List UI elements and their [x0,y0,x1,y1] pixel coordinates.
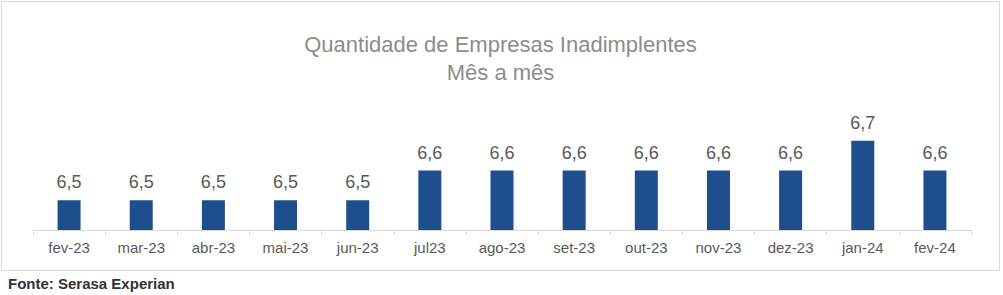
svg-text:nov-23: nov-23 [696,239,742,256]
svg-text:6,7: 6,7 [850,113,875,133]
svg-text:6,5: 6,5 [129,172,154,192]
svg-text:fev-23: fev-23 [48,239,90,256]
svg-text:Quantidade de Empresas Inadimp: Quantidade de Empresas Inadimplentes [304,32,697,57]
svg-text:6,6: 6,6 [922,143,947,163]
svg-text:jun-23: jun-23 [336,239,379,256]
svg-text:6,6: 6,6 [489,143,514,163]
svg-text:abr-23: abr-23 [192,239,235,256]
svg-text:jul23: jul23 [413,239,446,256]
svg-text:fev-24: fev-24 [914,239,956,256]
svg-text:6,5: 6,5 [57,172,82,192]
svg-text:6,6: 6,6 [417,143,442,163]
html-text:Fonte: Serasa Experian: Fonte: Serasa Experian [8,275,175,292]
svg-text:6,6: 6,6 [562,143,587,163]
svg-text:dez-23: dez-23 [768,239,814,256]
svg-text:6,6: 6,6 [706,143,731,163]
svg-text:Mês a mês: Mês a mês [447,60,555,85]
svg-text:6,5: 6,5 [201,172,226,192]
svg-text:jan-24: jan-24 [841,239,884,256]
svg-text:6,5: 6,5 [345,172,370,192]
svg-text:set-23: set-23 [553,239,595,256]
svg-text:mar-23: mar-23 [117,239,165,256]
svg-text:6,6: 6,6 [634,143,659,163]
svg-text:out-23: out-23 [625,239,668,256]
svg-text:mai-23: mai-23 [263,239,309,256]
svg-text:6,6: 6,6 [778,143,803,163]
svg-text:6,5: 6,5 [273,172,298,192]
svg-text:ago-23: ago-23 [479,239,526,256]
